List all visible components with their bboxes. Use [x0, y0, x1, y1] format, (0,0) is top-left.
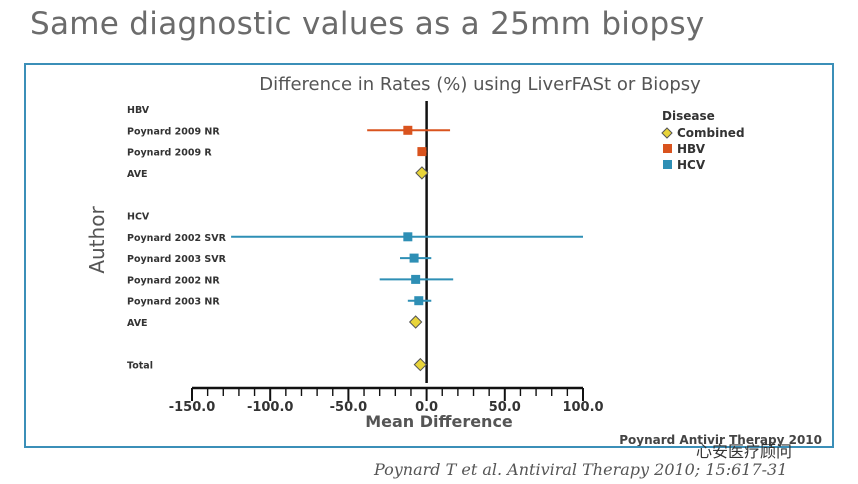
forest-plot: Difference in Rates (%) using LiverFASt …	[85, 74, 822, 446]
citation: Poynard T et al. Antiviral Therapy 2010;…	[374, 460, 788, 479]
legend-swatch-diamond	[661, 127, 673, 139]
x-tick-label: 50.0	[489, 400, 521, 415]
x-tick-label: 100.0	[562, 400, 603, 415]
row-label: HBV	[127, 105, 150, 116]
legend-label: HCV	[677, 158, 706, 172]
row-label: Poynard 2009 R	[127, 148, 212, 159]
row-label: Poynard 2002 NR	[127, 275, 220, 286]
point-diamond	[415, 166, 429, 180]
x-tick-label: 0.0	[415, 400, 438, 415]
legend-swatch-square	[663, 144, 672, 153]
chart-title: Difference in Rates (%) using LiverFASt …	[259, 74, 701, 95]
point-square	[411, 274, 421, 284]
row-label: AVE	[127, 318, 148, 329]
chart-frame: Difference in Rates (%) using LiverFASt …	[24, 63, 834, 448]
row-label: Poynard 2002 SVR	[127, 233, 227, 244]
row-label: Poynard 2003 NR	[127, 297, 220, 308]
row-label: HCV	[127, 212, 150, 223]
legend-title: Disease	[662, 109, 715, 123]
legend-swatch-square	[663, 160, 672, 169]
legend-label: Combined	[677, 126, 745, 140]
x-tick-label: -150.0	[169, 400, 216, 415]
y-axis-label: Author	[85, 206, 109, 274]
slide-title: Same diagnostic values as a 25mm biopsy	[30, 6, 705, 42]
row-label: Poynard 2003 SVR	[127, 254, 227, 265]
row-label: AVE	[127, 169, 148, 180]
point-square	[403, 232, 413, 242]
point-square	[417, 147, 427, 157]
row-label: Poynard 2009 NR	[127, 126, 220, 137]
legend-label: HBV	[677, 142, 706, 156]
watermark: 心安医疗顾问	[696, 442, 793, 461]
x-axis-label: Mean Difference	[365, 412, 513, 431]
point-square	[414, 296, 424, 306]
point-square	[403, 125, 413, 135]
row-label: Total	[127, 361, 153, 372]
point-diamond	[408, 315, 423, 329]
x-tick-label: -100.0	[247, 400, 294, 415]
point-diamond	[413, 357, 428, 372]
x-tick-label: -50.0	[330, 400, 367, 415]
source-note: Poynard Antivir Therapy 2010	[619, 433, 822, 446]
point-square	[409, 253, 419, 263]
